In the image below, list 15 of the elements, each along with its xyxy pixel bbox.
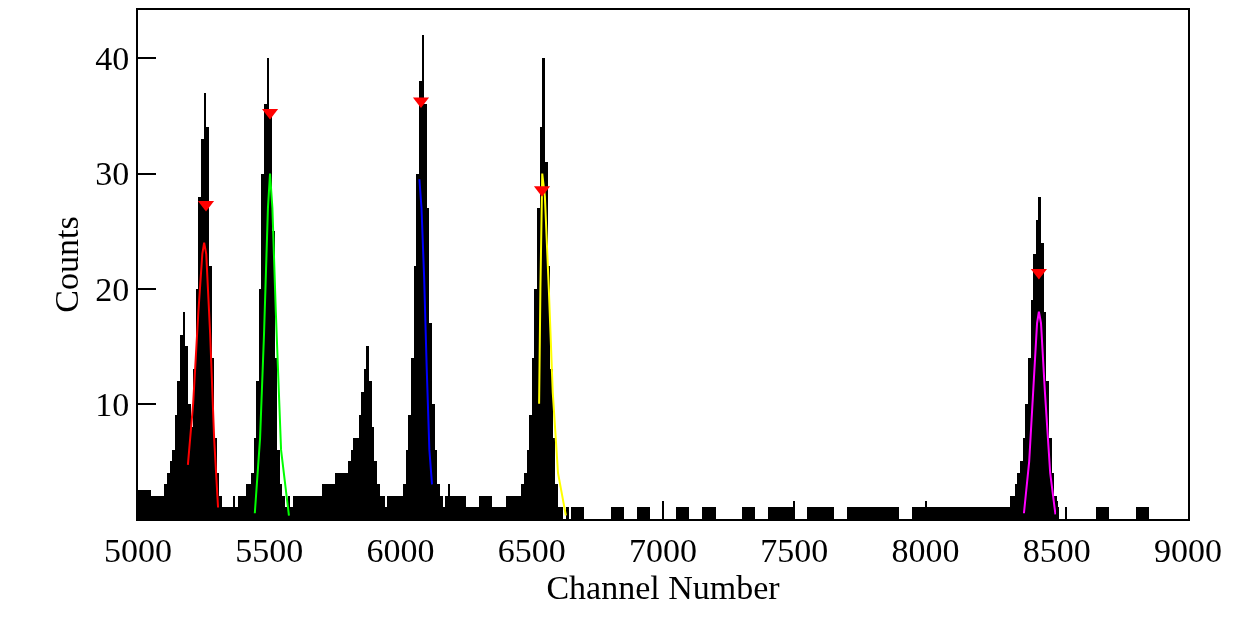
x-tick-label: 5000 (104, 531, 172, 569)
y-tick-label: 40 (95, 40, 130, 78)
x-tick-label: 6000 (366, 531, 435, 569)
x-tick-label: 8500 (1022, 531, 1091, 569)
y-tick-label: 20 (95, 270, 130, 308)
x-axis-title: Channel Number (546, 568, 781, 606)
x-tick-label: 6500 (497, 531, 566, 569)
y-axis-title: Counts (48, 216, 86, 313)
y-tick-label: 10 (95, 385, 130, 423)
x-tick-label: 9000 (1154, 531, 1222, 569)
x-tick-label: 8000 (891, 531, 960, 569)
x-tick-label: 7500 (760, 531, 829, 569)
x-tick-label: 5500 (235, 531, 304, 569)
y-tick-label: 30 (95, 155, 130, 193)
x-tick-label: 7000 (629, 531, 697, 569)
